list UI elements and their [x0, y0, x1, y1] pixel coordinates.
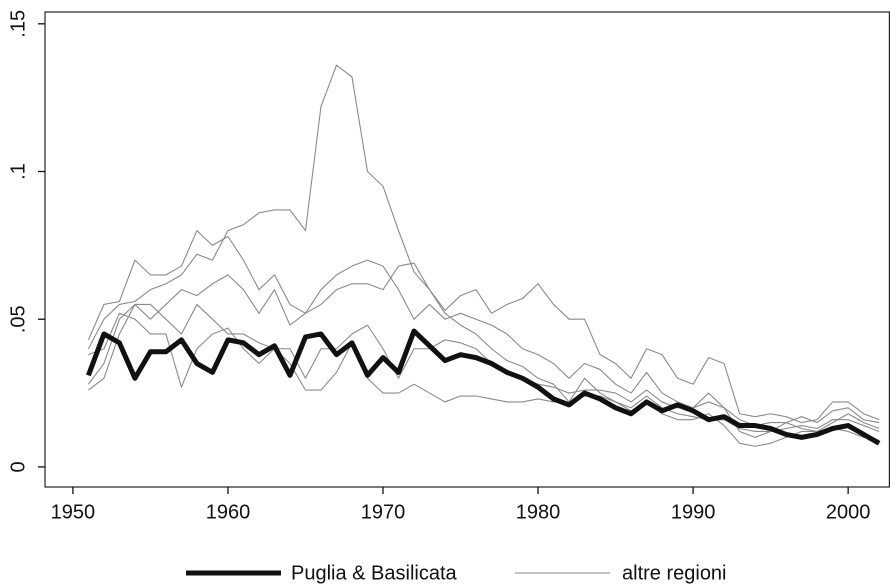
- x-tick-label: 1990: [671, 501, 716, 523]
- y-tick-label: 0: [7, 461, 29, 472]
- series-line: [87, 230, 880, 424]
- y-tick-label: .15: [7, 10, 29, 38]
- series-line: [86, 328, 881, 446]
- series-line: [88, 259, 880, 438]
- y-tick-label: .05: [7, 305, 29, 333]
- x-tick-label: 2000: [826, 501, 871, 523]
- x-tick-label: 1950: [51, 501, 96, 523]
- x-tick-label: 1960: [206, 501, 251, 523]
- x-tick-label: 1980: [516, 501, 561, 523]
- x-tick-label: 1970: [361, 501, 406, 523]
- plot-frame: [44, 11, 890, 488]
- series-line: [88, 312, 880, 447]
- legend-label: altre regioni: [622, 562, 727, 584]
- y-tick-label: .1: [7, 163, 29, 180]
- series-line: [87, 303, 880, 427]
- legend-label: Puglia & Basilicata: [291, 562, 458, 584]
- series-line: [87, 64, 880, 433]
